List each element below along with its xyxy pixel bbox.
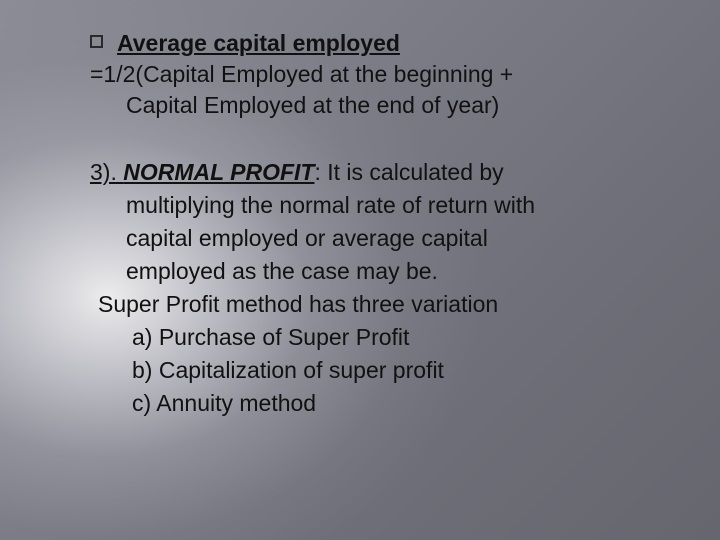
slide-content: Average capital employed =1/2(Capital Em… xyxy=(0,0,720,540)
heading-row: Average capital employed xyxy=(90,28,660,59)
super-profit-line: Super Profit method has three variation xyxy=(90,289,660,320)
variation-a: a) Purchase of Super Profit xyxy=(90,322,660,353)
colon: : xyxy=(314,159,327,185)
block-normal-profit: 3). NORMAL PROFIT: It is calculated by m… xyxy=(90,157,660,419)
normal-profit-line-1: 3). NORMAL PROFIT: It is calculated by xyxy=(90,157,660,188)
variation-b: b) Capitalization of super profit xyxy=(90,355,660,386)
equation-line-1: =1/2(Capital Employed at the beginning + xyxy=(90,59,660,90)
variation-c: c) Annuity method xyxy=(90,388,660,419)
body-line-3: capital employed or average capital xyxy=(90,223,660,254)
item-number: 3). xyxy=(90,159,123,185)
block-average-capital: Average capital employed =1/2(Capital Em… xyxy=(90,28,660,121)
body-frag-1: It is calculated by xyxy=(327,159,503,185)
heading-normal-profit: NORMAL PROFIT xyxy=(123,159,314,185)
square-bullet-icon xyxy=(90,35,103,48)
heading-avg-capital: Average capital employed xyxy=(117,28,400,59)
body-line-2: multiplying the normal rate of return wi… xyxy=(90,190,660,221)
body-line-4: employed as the case may be. xyxy=(90,256,660,287)
equation-line-2: Capital Employed at the end of year) xyxy=(90,90,660,121)
